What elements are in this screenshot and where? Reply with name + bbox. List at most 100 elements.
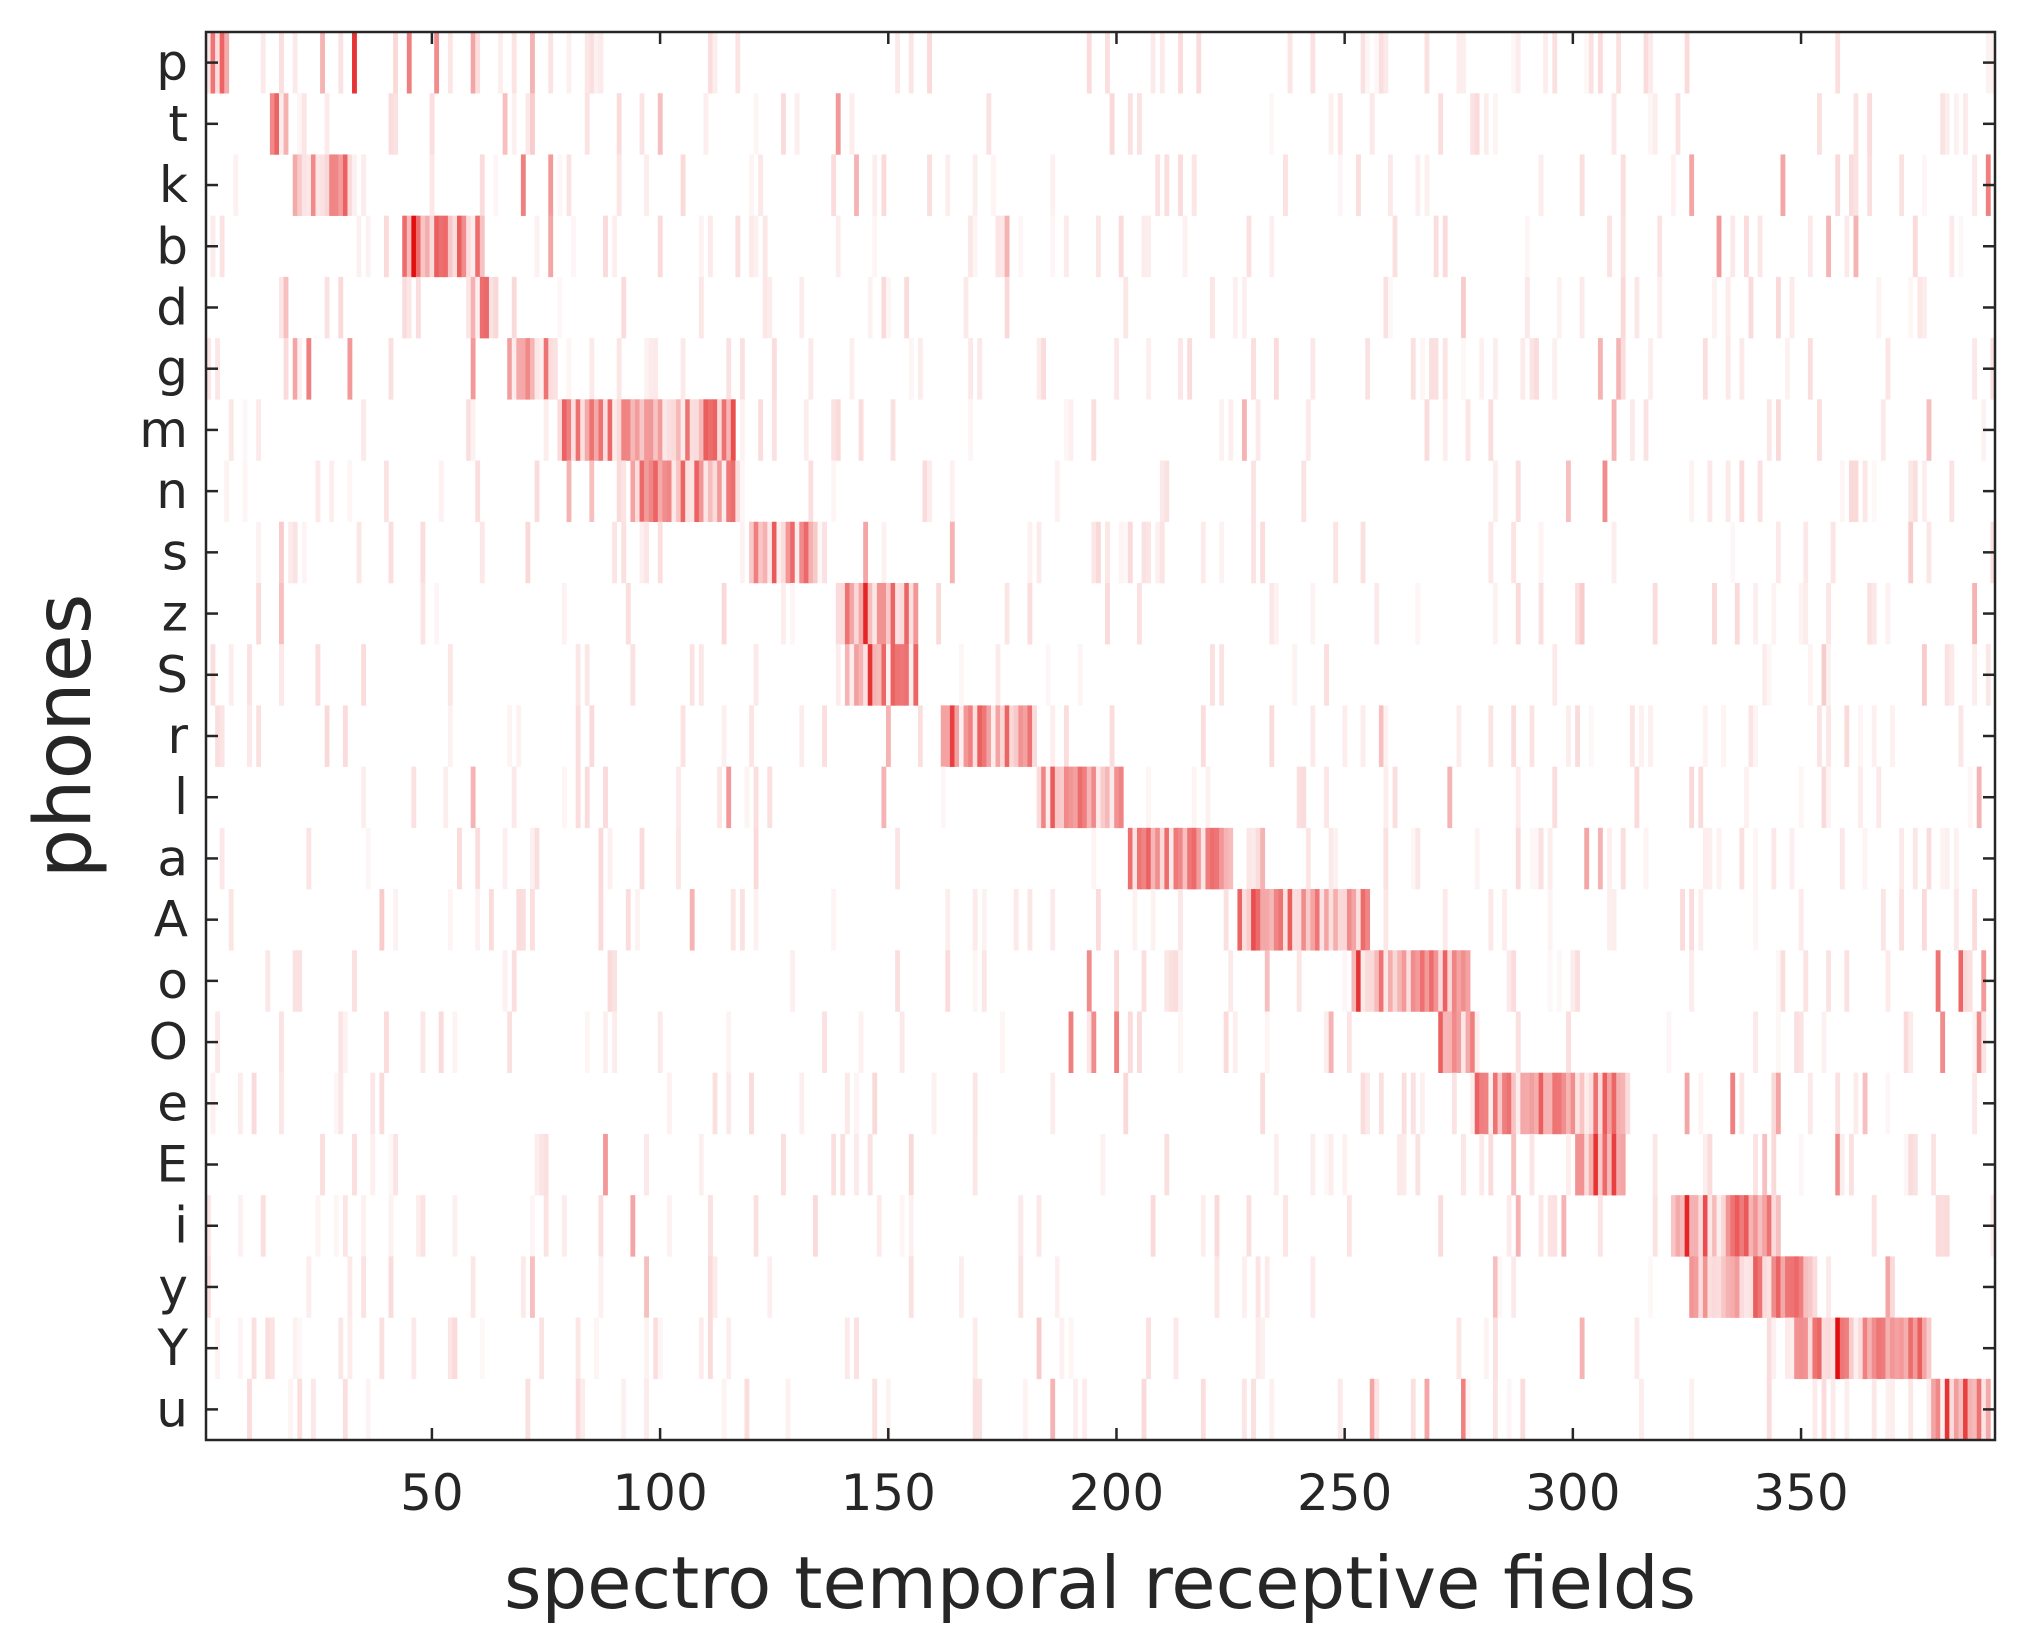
heatmap-cell <box>365 215 371 278</box>
heatmap-cell <box>1342 1133 1348 1196</box>
heatmap-cell <box>1511 1072 1517 1135</box>
heatmap-cell <box>1260 1072 1266 1135</box>
heatmap-cell <box>886 1378 891 1441</box>
heatmap-cell <box>589 338 595 400</box>
heatmap-cell <box>1607 827 1612 890</box>
heatmap-cell <box>812 521 818 584</box>
heatmap-cell <box>1000 215 1005 278</box>
heatmap-cell <box>886 644 891 706</box>
heatmap-cell <box>712 1072 718 1135</box>
heatmap-cell <box>530 889 535 951</box>
heatmap-cell <box>406 276 412 339</box>
heatmap-cell <box>1552 1072 1558 1135</box>
heatmap-cell <box>1223 1011 1229 1073</box>
heatmap-cell <box>584 1011 590 1073</box>
heatmap-cell <box>867 644 873 706</box>
heatmap-cell <box>1328 827 1334 890</box>
heatmap-cell <box>1716 1195 1722 1257</box>
heatmap-row-z <box>256 582 1978 645</box>
heatmap-cell <box>1246 827 1252 890</box>
heatmap-cell <box>1050 705 1056 767</box>
heatmap-row-n <box>224 460 1955 523</box>
heatmap-cell <box>1684 1072 1690 1135</box>
heatmap-cell <box>1803 950 1809 1012</box>
heatmap-cell <box>297 1378 303 1441</box>
heatmap-cell <box>1114 766 1120 829</box>
heatmap-cell <box>1287 32 1293 94</box>
heatmap-cell <box>881 276 887 339</box>
heatmap-cell <box>1410 1072 1416 1135</box>
heatmap-cell <box>1369 93 1375 155</box>
heatmap-cell <box>598 889 604 951</box>
heatmap-cell <box>1807 338 1813 400</box>
heatmap-cell <box>666 1195 672 1257</box>
heatmap-cell <box>698 460 704 523</box>
heatmap-cell <box>1374 1378 1380 1441</box>
heatmap-cell <box>1210 276 1215 339</box>
heatmap-cell <box>1406 950 1412 1012</box>
heatmap-cell <box>1114 338 1120 400</box>
heatmap-cell <box>420 1195 426 1257</box>
heatmap-cell <box>434 32 440 94</box>
heatmap-cell <box>1442 1011 1448 1073</box>
heatmap-cell <box>1543 1072 1549 1135</box>
heatmap-cell <box>575 399 581 461</box>
heatmap-cell <box>1753 582 1758 645</box>
heatmap-cell <box>1616 338 1622 400</box>
heatmap-cell <box>1100 1133 1106 1196</box>
heatmap-cell <box>867 276 873 339</box>
heatmap-cell <box>1260 1317 1266 1380</box>
heatmap-cell <box>1698 1195 1704 1257</box>
heatmap-cell <box>1579 1317 1585 1380</box>
heatmap-cell <box>671 399 677 461</box>
heatmap-cell <box>411 215 417 278</box>
heatmap-cell <box>603 1011 608 1073</box>
heatmap-cell <box>475 215 481 278</box>
heatmap-row-e <box>210 1072 1978 1135</box>
heatmap-cell <box>534 1133 540 1196</box>
heatmap-cell <box>917 338 923 400</box>
heatmap-cell <box>265 950 271 1012</box>
heatmap-cell <box>1273 1133 1279 1196</box>
heatmap-cell <box>1415 950 1421 1012</box>
heatmap-cell <box>1830 521 1836 584</box>
heatmap-cell <box>1725 338 1731 400</box>
heatmap-cell <box>1164 950 1170 1012</box>
heatmap-cell <box>1702 1133 1708 1196</box>
heatmap-cell <box>1461 338 1466 400</box>
heatmap-cell <box>1054 460 1060 523</box>
heatmap-cell <box>1597 827 1603 890</box>
heatmap-cell <box>1246 215 1252 278</box>
heatmap-cell <box>726 1072 732 1135</box>
heatmap-cell <box>1976 766 1982 829</box>
heatmap-cell <box>1652 1133 1658 1196</box>
heatmap-cell <box>1214 1195 1220 1257</box>
heatmap-cell <box>511 32 517 94</box>
heatmap-cell <box>1566 460 1571 523</box>
heatmap-cell <box>1474 1011 1480 1073</box>
heatmap-cell <box>283 338 289 400</box>
heatmap-cell <box>1871 460 1877 523</box>
heatmap-cell <box>1511 950 1517 1012</box>
heatmap-cell <box>968 399 974 461</box>
heatmap-row-s <box>256 521 1996 584</box>
y-tick-label-Y: Y <box>156 1319 188 1377</box>
heatmap-cell <box>1648 338 1654 400</box>
heatmap-cell <box>1771 1256 1777 1318</box>
heatmap-cell <box>388 1195 394 1257</box>
heatmap-cell <box>1461 950 1466 1012</box>
heatmap-cell <box>1725 1256 1731 1318</box>
heatmap-cell <box>1187 827 1193 890</box>
heatmap-cell <box>1953 1378 1959 1441</box>
heatmap-cell <box>1415 582 1421 645</box>
heatmap-cell <box>1739 1072 1745 1135</box>
heatmap-cell <box>1241 276 1247 339</box>
heatmap-cell <box>1803 521 1809 584</box>
heatmap-cell <box>1926 827 1932 890</box>
heatmap-cell <box>1771 1317 1777 1380</box>
heatmap-cell <box>1383 705 1389 767</box>
heatmap-cell <box>566 154 572 216</box>
heatmap-cell <box>844 1317 850 1380</box>
heatmap-cell <box>511 276 517 339</box>
heatmap-cell <box>1000 1011 1005 1073</box>
